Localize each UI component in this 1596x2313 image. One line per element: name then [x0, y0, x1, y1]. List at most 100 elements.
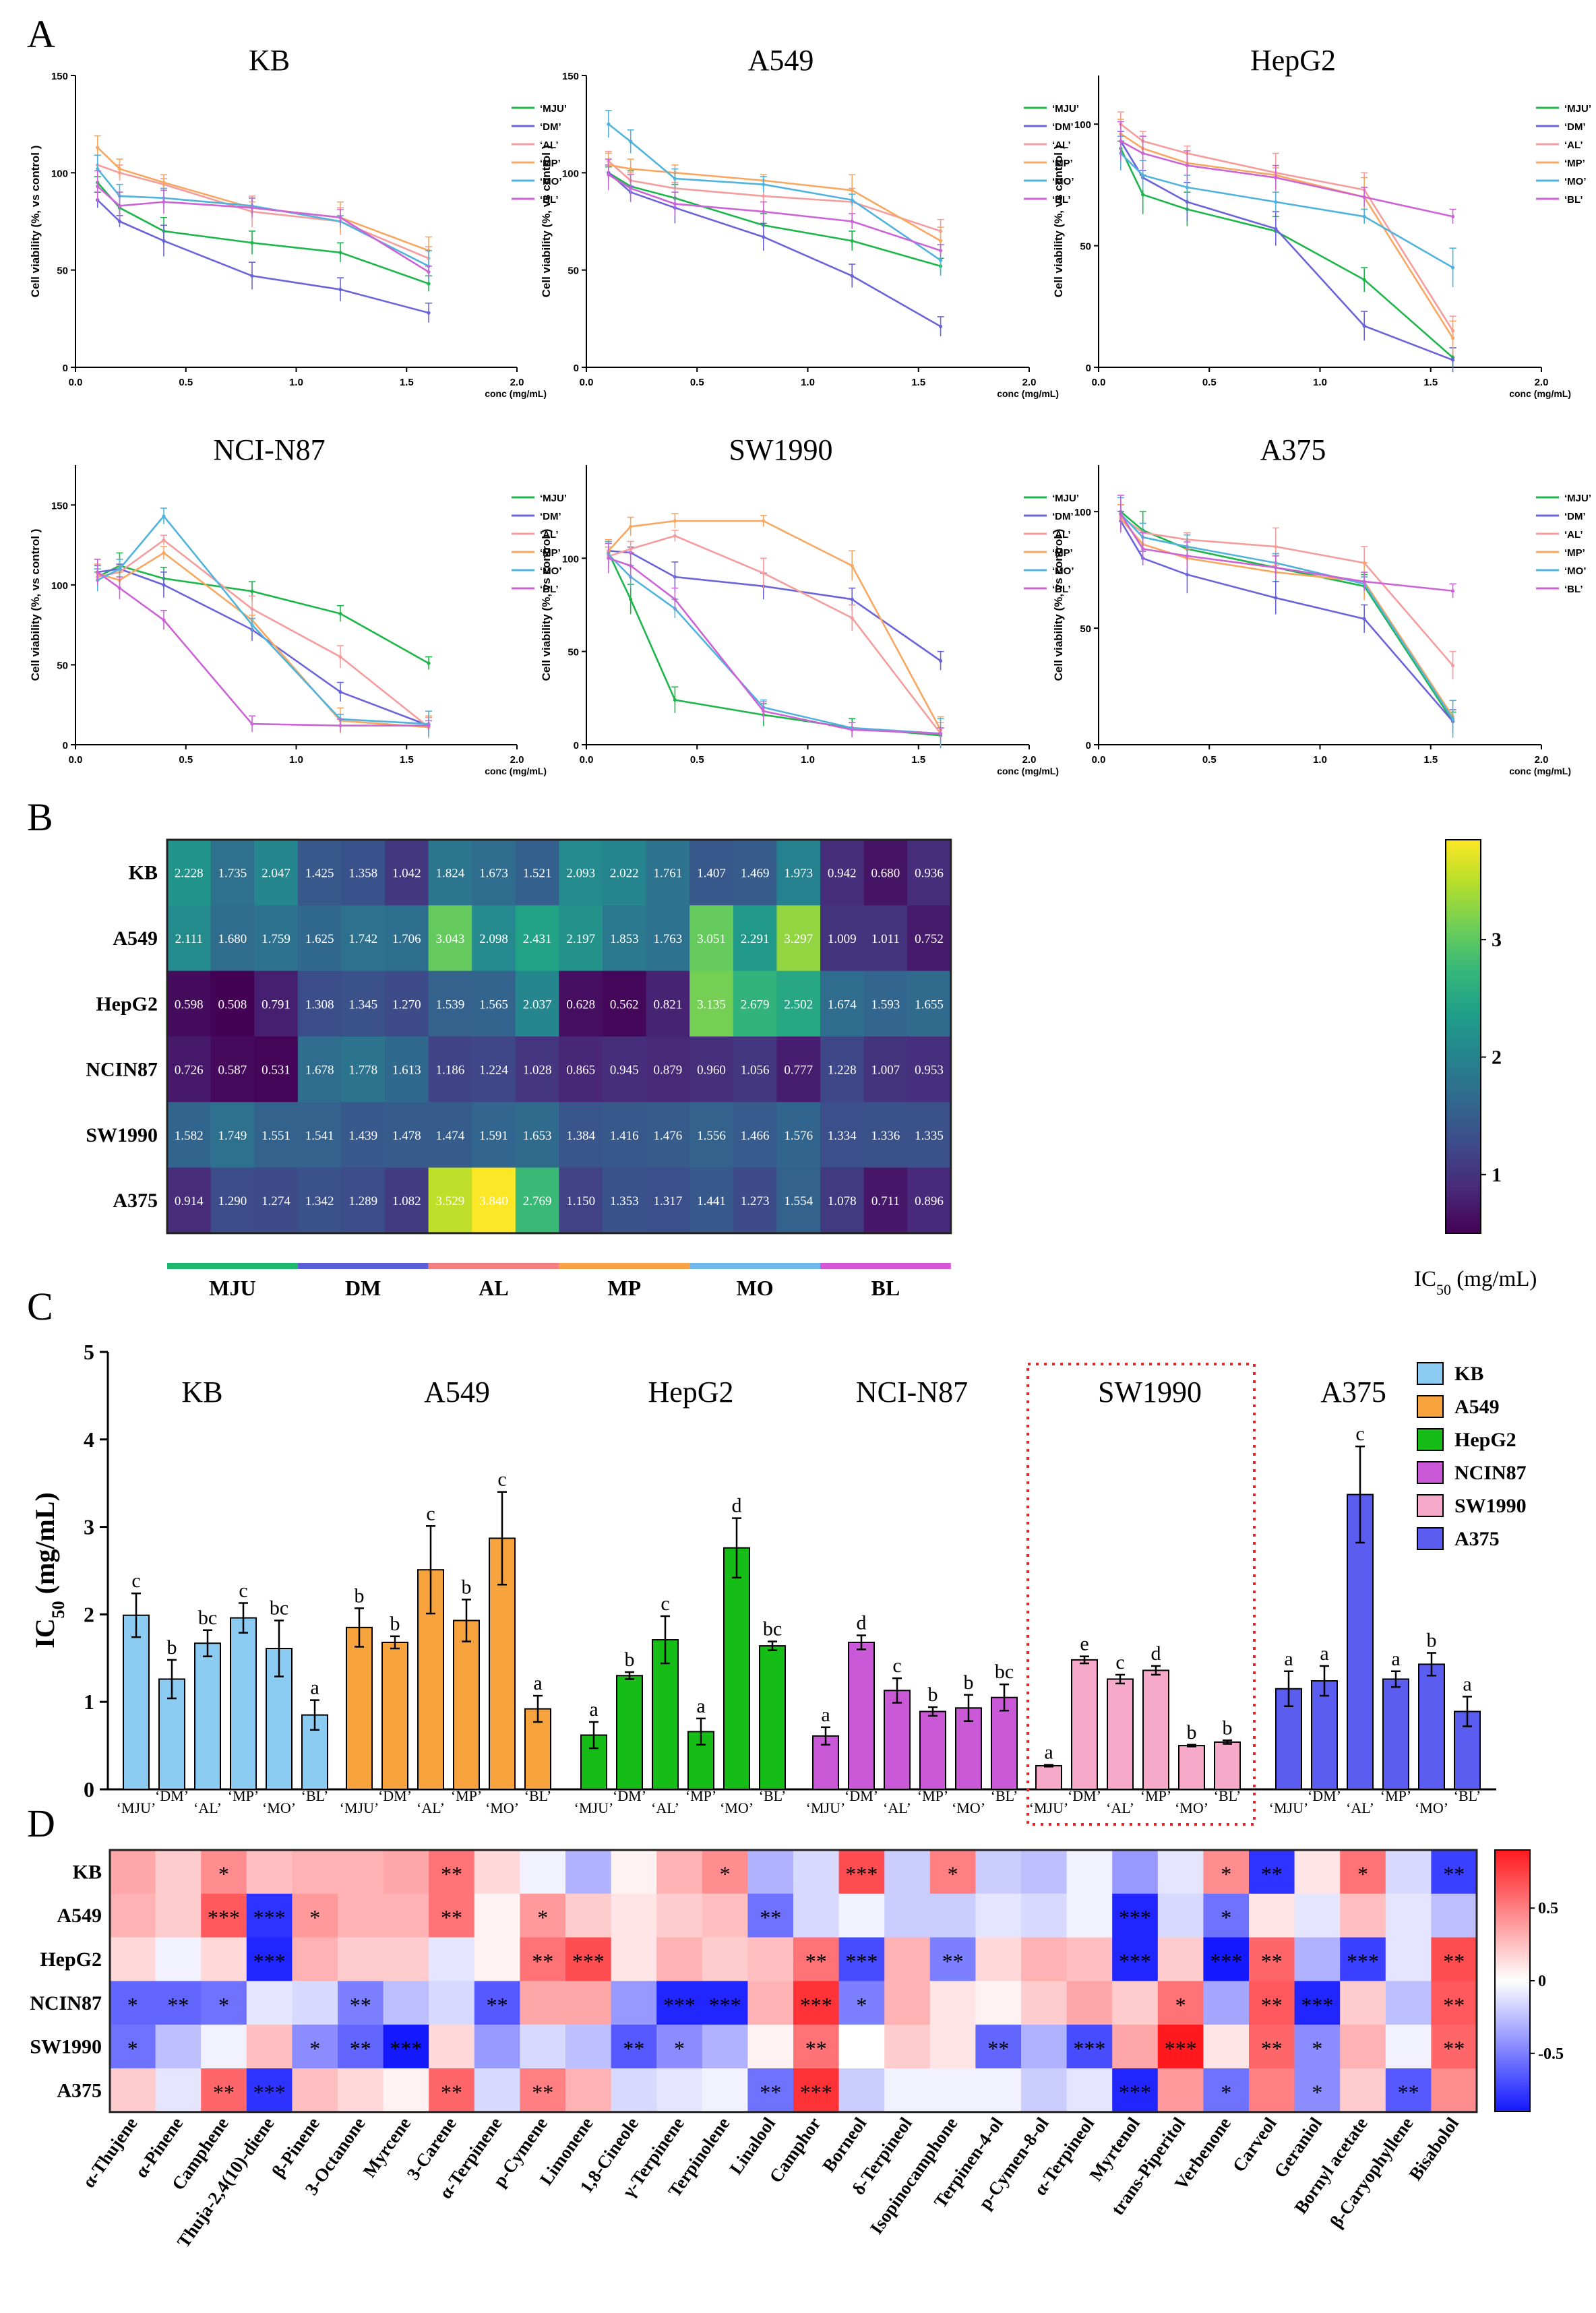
series-line-al — [1120, 123, 1454, 332]
cell-value: 3.297 — [784, 932, 813, 946]
group-title: A375 — [1320, 1376, 1386, 1409]
legend-label: ‘MJU’ — [540, 103, 567, 115]
data-point — [673, 534, 677, 538]
heatmap-cell — [1249, 2068, 1295, 2113]
data-point — [427, 282, 431, 286]
significance-letter: c — [426, 1502, 435, 1524]
heatmap-cell — [474, 1937, 520, 1981]
data-point — [250, 623, 254, 627]
data-point — [1362, 580, 1366, 584]
heatmap-cell — [793, 1893, 840, 1938]
heatmap-cell — [1021, 2025, 1068, 2069]
x-tick-label: ‘MJU’ — [117, 1799, 156, 1816]
heatmap-cell — [429, 1850, 475, 1894]
heatmap-cell — [747, 1850, 794, 1894]
heatmap-cell — [820, 1036, 865, 1103]
significance-stars: ** — [487, 1993, 508, 2017]
significance-stars: ** — [532, 1949, 553, 1973]
data-point — [1362, 278, 1366, 282]
data-point — [427, 311, 431, 315]
legend-label: ‘AL’ — [1564, 140, 1583, 151]
chart-title: KB — [249, 44, 290, 77]
series-line-bl — [96, 185, 429, 273]
heatmap-cell — [210, 970, 255, 1037]
x-tick-label: 1.0 — [801, 377, 815, 388]
legend-label: A549 — [1454, 1396, 1500, 1418]
bar — [991, 1696, 1018, 1790]
x-tick-label: 0.0 — [580, 754, 594, 766]
data-point — [1185, 572, 1189, 577]
bar — [1382, 1678, 1409, 1790]
significance-letter: c — [1355, 1423, 1364, 1445]
heatmap-cell — [907, 970, 952, 1037]
significance-stars: *** — [253, 2080, 286, 2104]
data-point — [939, 249, 943, 253]
cell-value: 0.598 — [175, 997, 204, 1012]
data-point — [673, 519, 677, 523]
group-title: HepG2 — [648, 1376, 733, 1409]
x-tick-label: 0.0 — [69, 754, 83, 766]
cell-value: 2.228 — [175, 867, 204, 881]
data-point — [96, 146, 100, 150]
column-label: α-Thujene — [78, 2114, 141, 2192]
x-tick-label: ‘DM’ — [613, 1787, 646, 1804]
cell-value: 2.047 — [262, 867, 290, 881]
cell-value: 1.613 — [392, 1063, 421, 1078]
colorbar-tick-label: -0.5 — [1538, 2045, 1564, 2063]
cell-value: 1.007 — [871, 1063, 900, 1078]
heatmap-cell — [110, 2068, 156, 2113]
heatmap-cell — [646, 1167, 690, 1234]
significance-stars: ** — [942, 1949, 964, 1973]
legend-label: ‘MJU’ — [1052, 103, 1079, 115]
data-point — [673, 202, 677, 206]
data-point — [1451, 336, 1455, 340]
series-line-dm — [97, 567, 429, 727]
cell-value: 1.009 — [828, 932, 857, 946]
heatmap-cell — [297, 840, 342, 906]
x-tick-label: ‘DM’ — [155, 1787, 189, 1804]
heatmap-cell — [383, 2068, 429, 2113]
x-tick-label: 0.0 — [580, 377, 594, 388]
heatmap-cell — [383, 2025, 429, 2069]
heatmap-cell — [689, 840, 734, 906]
series-line-mp — [608, 164, 942, 242]
data-point — [117, 204, 122, 208]
group-label: MP — [607, 1276, 641, 1300]
heatmap-cell — [776, 1167, 821, 1234]
data-point — [162, 583, 166, 587]
significance-stars: *** — [208, 1905, 240, 1930]
data-point — [427, 661, 431, 665]
cell-value: 1.270 — [392, 997, 421, 1012]
x-tick-label: ‘MP’ — [1380, 1787, 1411, 1804]
heatmap-cell — [155, 2025, 202, 2069]
legend-label: ‘BL’ — [540, 584, 559, 595]
cell-value: 3.529 — [436, 1194, 465, 1208]
x-tick-label: 0.5 — [690, 754, 704, 766]
x-tick-label: ‘MP’ — [228, 1787, 259, 1804]
heatmap-cell — [1294, 1850, 1341, 1894]
heatmap-cell — [1112, 1850, 1159, 1894]
heatmap-cell — [383, 1850, 429, 1894]
data-point — [1362, 617, 1366, 621]
cell-value: 2.037 — [523, 997, 552, 1012]
heatmap-cell — [1203, 1850, 1250, 1894]
group-label: AL — [479, 1276, 508, 1300]
data-point — [762, 519, 766, 523]
legend-label: ‘MP’ — [1564, 158, 1585, 169]
bar — [848, 1641, 875, 1791]
significance-stars: ** — [987, 2037, 1009, 2061]
column-label: β-Caryophyllene — [1326, 2114, 1417, 2231]
data-point — [629, 547, 633, 551]
legend-label: ‘MJU’ — [1564, 493, 1591, 504]
x-tick-label: ‘BL’ — [524, 1787, 552, 1804]
heatmap-cell — [975, 1981, 1022, 2025]
cell-value: 1.591 — [479, 1129, 508, 1143]
heatmap-cell — [820, 970, 865, 1037]
significance-stars: * — [127, 2037, 138, 2061]
heatmap-cell — [656, 2068, 703, 2113]
cell-value: 3.051 — [697, 932, 726, 946]
significance-stars: *** — [1165, 2037, 1197, 2061]
series-line-mp — [1119, 518, 1454, 718]
heatmap-cell — [254, 840, 299, 906]
series-line-al — [607, 160, 942, 233]
